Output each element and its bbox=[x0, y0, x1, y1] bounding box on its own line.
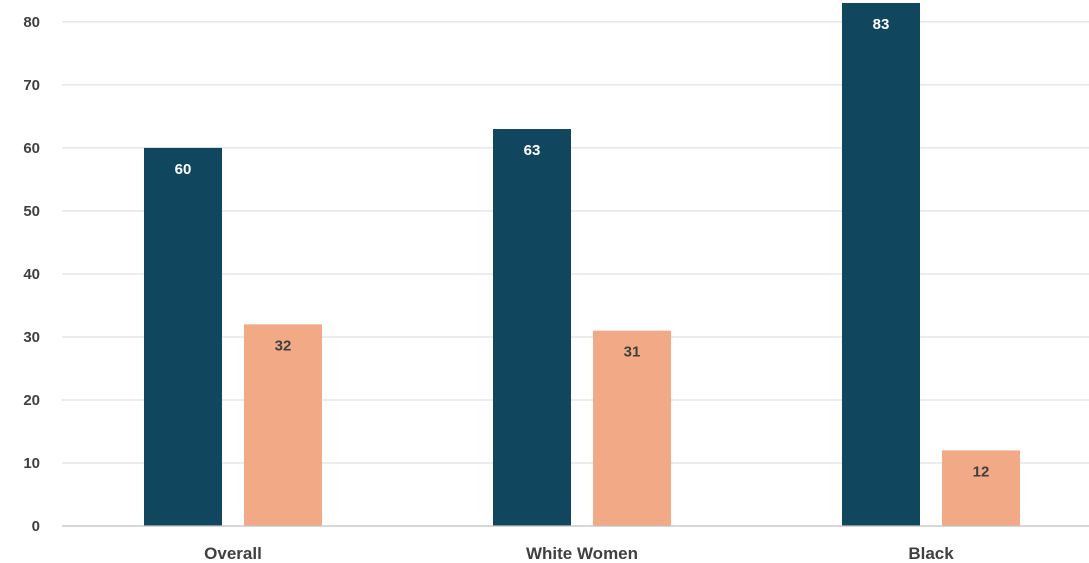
bar-overall-2 bbox=[244, 324, 322, 526]
data-label: 60 bbox=[175, 161, 192, 178]
bar-black-2 bbox=[942, 450, 1020, 526]
bar-black-1 bbox=[842, 3, 920, 526]
bar-overall-1 bbox=[144, 147, 222, 526]
y-tick-label: 40 bbox=[23, 266, 40, 283]
data-label: 31 bbox=[624, 344, 641, 361]
data-label: 32 bbox=[275, 337, 292, 354]
y-tick-label: 10 bbox=[23, 455, 40, 472]
data-label: 12 bbox=[973, 463, 990, 480]
y-tick-label: 30 bbox=[23, 329, 40, 346]
x-category-label: White Women bbox=[526, 544, 638, 563]
x-axis-categories: Overall White Women Black bbox=[204, 544, 954, 563]
data-labels: 60 32 63 31 83 12 bbox=[175, 16, 990, 480]
gridlines bbox=[62, 21, 1089, 464]
y-tick-label: 60 bbox=[23, 140, 40, 157]
x-category-label: Black bbox=[908, 544, 954, 563]
bar-white-women-1 bbox=[493, 129, 571, 526]
y-tick-label: 80 bbox=[23, 14, 40, 31]
y-tick-label: 70 bbox=[23, 77, 40, 94]
data-label: 83 bbox=[873, 16, 890, 33]
y-tick-label: 50 bbox=[23, 203, 40, 220]
y-tick-label: 0 bbox=[32, 518, 40, 535]
bar-white-women-2 bbox=[593, 330, 671, 526]
y-tick-label: 20 bbox=[23, 392, 40, 409]
x-category-label: Overall bbox=[204, 544, 262, 563]
y-axis-ticks: 0 10 20 30 40 50 60 70 80 bbox=[23, 14, 40, 535]
bars bbox=[144, 3, 1020, 526]
data-label: 63 bbox=[524, 142, 541, 159]
